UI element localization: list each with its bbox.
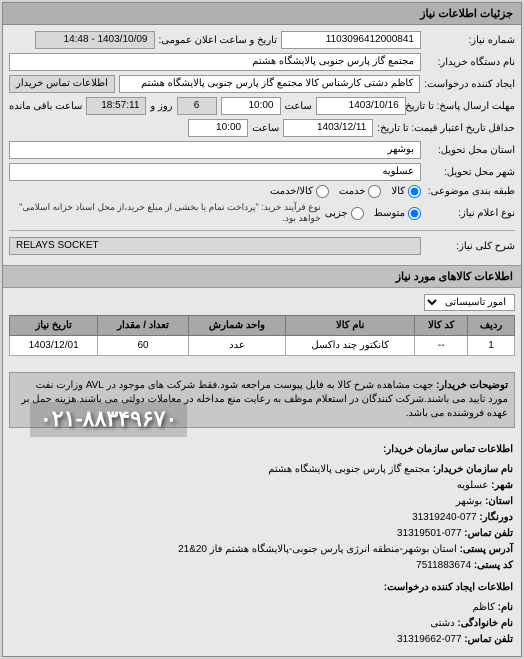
col-idx: ردیف <box>468 316 515 336</box>
fax-label: دورنگار: <box>479 512 513 523</box>
general-select[interactable]: امور تاسیساتی <box>424 294 515 311</box>
deadline-date-field: 1403/10/16 <box>316 97 406 115</box>
cat-service-radio[interactable] <box>368 185 381 198</box>
need-title-field: RELAYS SOCKET <box>9 237 421 255</box>
form-body: شماره نیاز: 1103096412000841 تاریخ و ساع… <box>3 25 521 265</box>
name-label: نام: <box>498 602 513 613</box>
datetime-label: تاریخ و ساعت اعلان عمومی: <box>159 35 278 46</box>
col-unit: واحد شمارش <box>188 316 285 336</box>
cat-goods-option[interactable]: کالا <box>391 185 421 198</box>
cat-goods-radio[interactable] <box>408 185 421 198</box>
deadline-label: مهلت ارسال پاسخ: تا تاریخ: <box>410 101 515 112</box>
contact-city-label: شهر: <box>491 480 513 491</box>
province-label: استان محل تحویل: <box>425 145 515 156</box>
cat-service-option[interactable]: خدمت <box>339 185 382 198</box>
lastname-value: دشتی <box>430 618 454 629</box>
cat-both-option[interactable]: کالا/خدمت <box>270 185 329 198</box>
need-title-label: شرح کلی نیاز: <box>425 241 515 252</box>
name-value: کاظم <box>472 602 494 613</box>
contact-button[interactable]: اطلاعات تماس خریدار <box>9 75 115 93</box>
buyer-org-label: نام دستگاه خریدار: <box>425 57 515 68</box>
amount-medium-radio[interactable] <box>408 207 421 220</box>
process-note: نوع فرآیند خرید: "پرداخت تمام یا بخشی از… <box>9 202 321 224</box>
amount-medium-option[interactable]: متوسط <box>374 207 421 220</box>
cell-code: -- <box>415 336 468 356</box>
cell-date: 1403/12/01 <box>10 336 98 356</box>
days-remaining-field: 6 <box>177 97 217 115</box>
city-label: شهر محل تحویل: <box>425 167 515 178</box>
amount-small-radio[interactable] <box>351 207 364 220</box>
remaining-label: ساعت باقی مانده <box>9 101 82 112</box>
items-table: ردیف کد کالا نام کالا واحد شمارش تعداد /… <box>9 315 515 356</box>
validity-time-field: 10:00 <box>188 119 248 137</box>
panel-title: جزئیات اطلاعات نیاز <box>3 3 521 25</box>
details-panel: جزئیات اطلاعات نیاز شماره نیاز: 11030964… <box>2 2 522 657</box>
contact-title: اطلاعات تماس سازمان خریدار: <box>11 442 513 458</box>
buyer-note-box: توضیحات خریدار: جهت مشاهده شرح کالا به ف… <box>9 372 515 428</box>
postal-value: 7511883674 <box>416 560 471 571</box>
address-label: آدرس پستی: <box>460 544 513 555</box>
datetime-field: 1403/10/09 - 14:48 <box>35 31 155 49</box>
postal-label: کد پستی: <box>474 560 513 571</box>
request-no-field: 1103096412000841 <box>281 31 421 49</box>
org-value: مجتمع گاز پارس جنوبی پالایشگاه هشتم <box>268 464 430 475</box>
address-value: استان بوشهر-منطقه انرژی پارس جنوبی-پالای… <box>178 544 457 555</box>
cell-idx: 1 <box>468 336 515 356</box>
time-label-2: ساعت <box>252 123 279 134</box>
contact-province-label: استان: <box>485 496 513 507</box>
creator-field: کاظم دشتی کارشناس کالا مجتمع گاز پارس جن… <box>119 75 420 93</box>
lastname-label: نام خانوادگی: <box>457 618 513 629</box>
contact-city-value: عسلویه <box>457 480 489 491</box>
col-qty: تعداد / مقدار <box>98 316 189 336</box>
col-code: کد کالا <box>415 316 468 336</box>
org-label: نام سازمان خریدار: <box>433 464 513 475</box>
table-row[interactable]: 1 -- کانکتور چند داکسل عدد 60 1403/12/01 <box>10 336 515 356</box>
col-date: تاریخ نیاز <box>10 316 98 336</box>
validity-date-field: 1403/12/11 <box>283 119 373 137</box>
cell-qty: 60 <box>98 336 189 356</box>
cell-name: کانکتور چند داکسل <box>286 336 415 356</box>
time-label-1: ساعت <box>285 101 312 112</box>
col-name: نام کالا <box>286 316 415 336</box>
buyer-note-label: توضیحات خریدار: <box>436 380 508 391</box>
amount-radios: متوسط جزیی <box>325 207 421 220</box>
validity-label: حداقل تاریخ اعتبار قیمت: تا تاریخ: <box>377 123 515 134</box>
buyer-org-field: مجتمع گاز پارس جنوبی پالایشگاه هشتم <box>9 53 421 71</box>
phone-label: تلفن تماس: <box>464 528 513 539</box>
contact-section: اطلاعات تماس سازمان خریدار: نام سازمان خ… <box>3 434 521 656</box>
category-label: طبقه بندی موضوعی: <box>425 186 515 197</box>
creator-label: ایجاد کننده درخواست: <box>424 79 515 90</box>
cell-unit: عدد <box>188 336 285 356</box>
contact-province-value: بوشهر <box>456 496 482 507</box>
hours-remaining-field: 18:57:11 <box>86 97 146 115</box>
phone-value: 077-31319501 <box>397 528 462 539</box>
items-section-title: اطلاعات کالاهای مورد نیاز <box>3 265 521 288</box>
creator-phone-label: تلفن تماس: <box>464 634 513 645</box>
amount-small-option[interactable]: جزیی <box>325 207 364 220</box>
cat-both-radio[interactable] <box>316 185 329 198</box>
province-field: بوشهر <box>9 141 421 159</box>
fax-value: 077-31319240 <box>412 512 477 523</box>
phone-overlay: ۰۲۱-۸۸۳۴۹۶۷۰ <box>30 402 187 437</box>
amount-label: نوع اعلام نیاز: <box>425 208 515 219</box>
creator-contact-title: اطلاعات ایجاد کننده درخواست: <box>11 580 513 596</box>
creator-phone-value: 077-31319662 <box>397 634 462 645</box>
deadline-time-field: 10:00 <box>221 97 281 115</box>
city-field: عسلویه <box>9 163 421 181</box>
category-radios: کالا خدمت کالا/خدمت <box>270 185 421 198</box>
request-no-label: شماره نیاز: <box>425 35 515 46</box>
